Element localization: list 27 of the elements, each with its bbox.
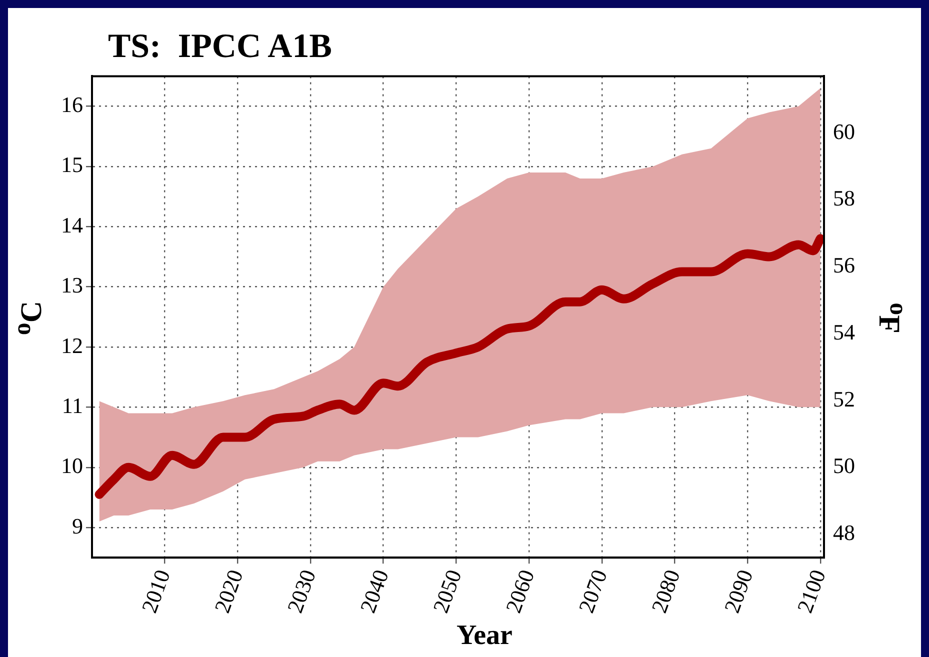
y-tick-label: 15 xyxy=(61,152,83,178)
y-tick-label: 13 xyxy=(61,272,83,298)
y-tick-label: 10 xyxy=(61,453,83,478)
y-tick-label: 12 xyxy=(61,332,83,358)
y-tick-label: 9 xyxy=(72,513,83,538)
y-tick-label: 16 xyxy=(61,92,83,118)
y2-tick-label: 50 xyxy=(833,453,855,478)
x-tick-label: 2060 xyxy=(500,566,540,616)
y-tick-label: 14 xyxy=(61,212,83,238)
x-tick-label: 2050 xyxy=(428,566,466,616)
y2-tick-label: 48 xyxy=(833,520,855,546)
x-tick-label: 2070 xyxy=(573,566,612,616)
y2-tick-label: 52 xyxy=(833,386,855,412)
x-tick-label: 2010 xyxy=(136,566,175,616)
x-tick-label: 2020 xyxy=(209,566,248,616)
x-tick-label: 2040 xyxy=(354,566,394,616)
x-axis-title: Year xyxy=(456,620,514,652)
x-tick-label: 2080 xyxy=(646,566,685,616)
chart-title: TS: IPCC A1B xyxy=(108,28,332,66)
x-tick-label: 2030 xyxy=(282,566,321,616)
y2-tick-label: 58 xyxy=(833,186,855,211)
y-tick-label: 11 xyxy=(62,392,83,418)
x-tick-label: 2090 xyxy=(719,566,758,616)
y2-tick-label: 54 xyxy=(833,319,855,344)
x-tick-label: 2100 xyxy=(792,566,830,616)
y2-tick-label: 56 xyxy=(833,252,855,278)
y2-tick-label: 60 xyxy=(833,118,855,144)
